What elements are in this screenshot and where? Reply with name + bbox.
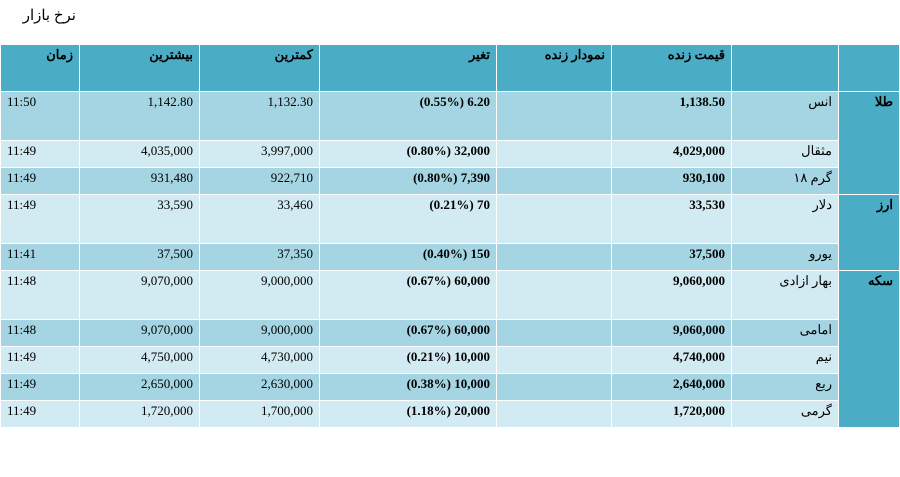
table-row: 11:48 9,070,000 9,000,000 (0.67%) 60,000 9,0… <box>0 270 900 428</box>
time-cell: 11:49 <box>0 400 80 428</box>
min-cell: 3,997,000 <box>199 140 320 168</box>
min-cell: 33,460 <box>199 194 320 244</box>
table-row: 11:49 1,720,000 1,700,000 (1.18%) 20,000 1,7… <box>0 400 900 428</box>
group-label: ارز <box>838 194 900 271</box>
max-cell: 37,500 <box>79 243 200 271</box>
min-cell: 4,730,000 <box>199 346 320 374</box>
min-cell: 922,710 <box>199 167 320 195</box>
live-chart-cell <box>496 243 612 271</box>
live-chart-cell <box>496 270 612 320</box>
change-cell: (0.67%) 60,000 <box>319 270 497 320</box>
max-cell: 4,750,000 <box>79 346 200 374</box>
change-cell: (0.67%) 60,000 <box>319 319 497 347</box>
item-name-cell: گرمی <box>731 400 839 428</box>
table-row: 11:49 2,650,000 2,630,000 (0.38%) 10,000 2,6… <box>0 373 900 401</box>
header-group <box>838 44 900 92</box>
item-name-cell: گرم ۱۸ <box>731 167 839 195</box>
time-cell: 11:50 <box>0 91 80 141</box>
max-cell: 4,035,000 <box>79 140 200 168</box>
live-chart-cell <box>496 167 612 195</box>
min-cell: 1,132.30 <box>199 91 320 141</box>
price-cell: 930,100 <box>611 167 732 195</box>
price-cell: 9,060,000 <box>611 319 732 347</box>
max-cell: 33,590 <box>79 194 200 244</box>
table-row: 11:50 1,142.80 1,132.30 (0.55%) 6.20 1,138.5… <box>0 91 900 195</box>
min-cell: 37,350 <box>199 243 320 271</box>
time-cell: 11:49 <box>0 194 80 244</box>
price-cell: 9,060,000 <box>611 270 732 320</box>
live-chart-cell <box>496 346 612 374</box>
time-cell: 11:48 <box>0 270 80 320</box>
price-cell: 33,530 <box>611 194 732 244</box>
change-cell: (1.18%) 20,000 <box>319 400 497 428</box>
header-max: بیشترین <box>79 44 200 92</box>
live-chart-cell <box>496 140 612 168</box>
time-cell: 11:49 <box>0 346 80 374</box>
market-table-body: 11:50 1,142.80 1,132.30 (0.55%) 6.20 1,138.5… <box>0 91 900 428</box>
header-price: قیمت زنده <box>611 44 732 92</box>
time-cell: 11:41 <box>0 243 80 271</box>
time-cell: 11:48 <box>0 319 80 347</box>
live-chart-cell <box>496 319 612 347</box>
price-cell: 2,640,000 <box>611 373 732 401</box>
item-name-cell: بهار ازادی <box>731 270 839 320</box>
table-row: 11:49 4,035,000 3,997,000 (0.80%) 32,000 4,0… <box>0 140 900 168</box>
live-chart-cell <box>496 91 612 141</box>
header-change: تغیر <box>319 44 497 92</box>
group-label: سکه <box>838 270 900 428</box>
min-cell: 2,630,000 <box>199 373 320 401</box>
max-cell: 931,480 <box>79 167 200 195</box>
table-row: 11:49 931,480 922,710 (0.80%) 7,390 930,100 گ… <box>0 167 900 195</box>
header-name <box>731 44 839 92</box>
header-min: کمترین <box>199 44 320 92</box>
table-row: 11:41 37,500 37,350 (0.40%) 150 37,500 یورو <box>0 243 900 271</box>
item-name-cell: امامی <box>731 319 839 347</box>
price-cell: 1,138.50 <box>611 91 732 141</box>
item-name-cell: مثقال <box>731 140 839 168</box>
market-table: زمان بیشترین کمترین تغیر نمودار زنده قیم… <box>0 44 900 428</box>
table-row: 11:49 4,750,000 4,730,000 (0.21%) 10,000 4,7… <box>0 346 900 374</box>
change-cell: (0.21%) 10,000 <box>319 346 497 374</box>
header-row: زمان بیشترین کمترین تغیر نمودار زنده قیم… <box>0 44 900 92</box>
max-cell: 1,720,000 <box>79 400 200 428</box>
change-cell: (0.38%) 10,000 <box>319 373 497 401</box>
header-time: زمان <box>0 44 80 92</box>
min-cell: 9,000,000 <box>199 270 320 320</box>
table-row: 11:48 9,070,000 9,000,000 (0.67%) 60,000 9,0… <box>0 319 900 347</box>
change-cell: (0.40%) 150 <box>319 243 497 271</box>
price-cell: 4,740,000 <box>611 346 732 374</box>
change-cell: (0.80%) 32,000 <box>319 140 497 168</box>
max-cell: 1,142.80 <box>79 91 200 141</box>
max-cell: 2,650,000 <box>79 373 200 401</box>
live-chart-cell <box>496 194 612 244</box>
live-chart-cell <box>496 400 612 428</box>
min-cell: 9,000,000 <box>199 319 320 347</box>
item-name-cell: ربع <box>731 373 839 401</box>
max-cell: 9,070,000 <box>79 319 200 347</box>
change-cell: (0.80%) 7,390 <box>319 167 497 195</box>
min-cell: 1,700,000 <box>199 400 320 428</box>
time-cell: 11:49 <box>0 140 80 168</box>
group-label: طلا <box>838 91 900 195</box>
price-cell: 37,500 <box>611 243 732 271</box>
price-cell: 4,029,000 <box>611 140 732 168</box>
item-name-cell: یورو <box>731 243 839 271</box>
max-cell: 9,070,000 <box>79 270 200 320</box>
header-chart: نمودار زنده <box>496 44 612 92</box>
item-name-cell: دلار <box>731 194 839 244</box>
table-row: 11:49 33,590 33,460 (0.21%) 70 33,530 دلار ارز <box>0 194 900 271</box>
item-name-cell: نیم <box>731 346 839 374</box>
item-name-cell: انس <box>731 91 839 141</box>
change-cell: (0.55%) 6.20 <box>319 91 497 141</box>
time-cell: 11:49 <box>0 373 80 401</box>
time-cell: 11:49 <box>0 167 80 195</box>
change-cell: (0.21%) 70 <box>319 194 497 244</box>
price-cell: 1,720,000 <box>611 400 732 428</box>
page-title: نرخ بازار <box>22 8 76 24</box>
live-chart-cell <box>496 373 612 401</box>
